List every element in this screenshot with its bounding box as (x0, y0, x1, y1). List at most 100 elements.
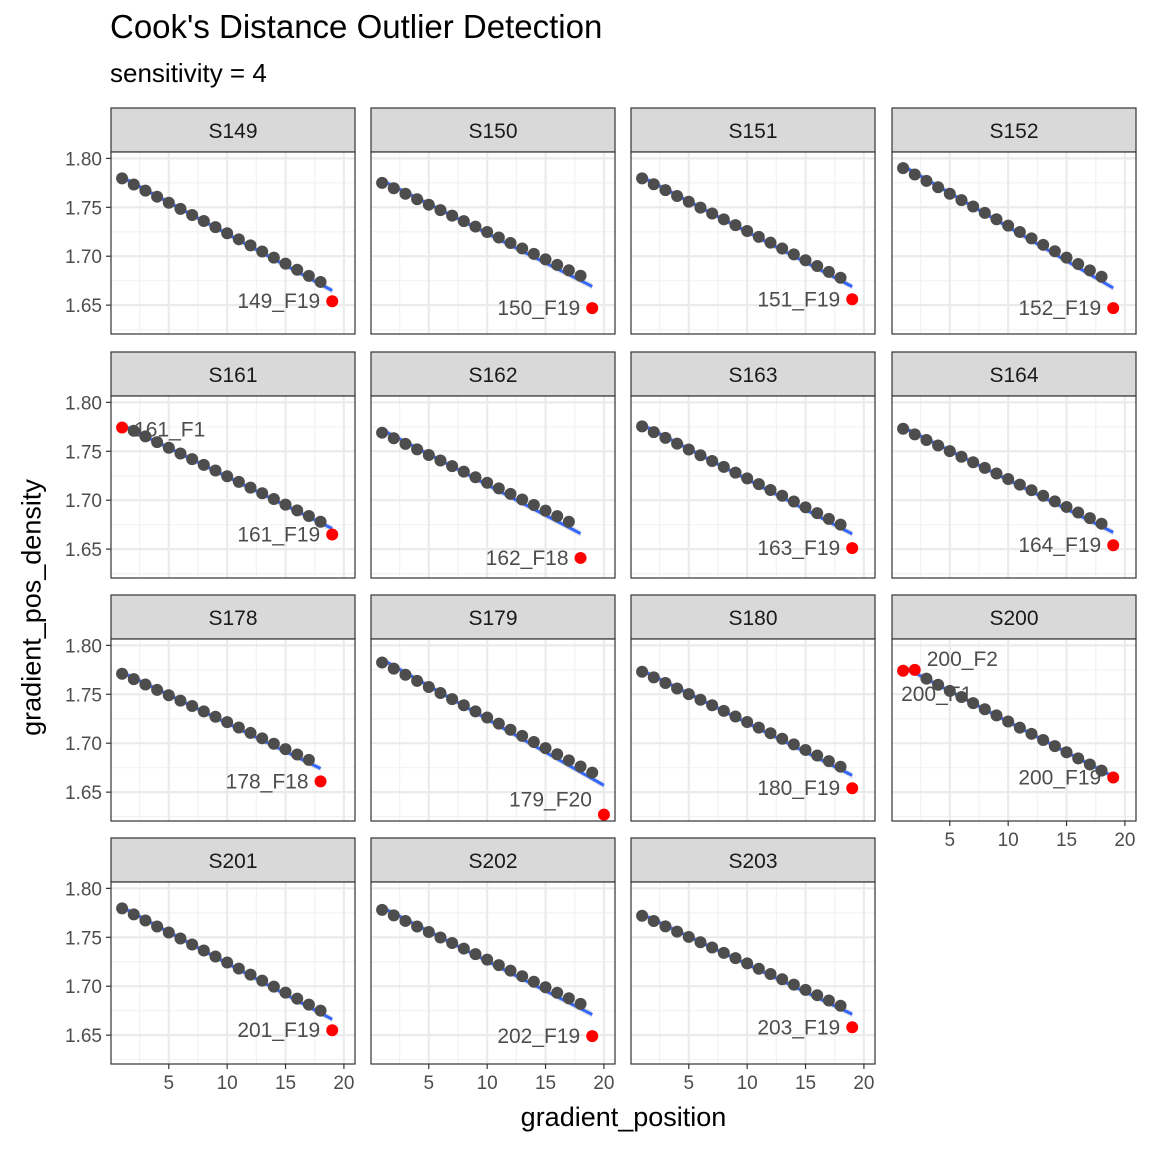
data-point (302, 753, 315, 766)
outlier-label: 151_F19 (757, 288, 840, 311)
panel-border (110, 151, 356, 335)
data-point (291, 992, 304, 1005)
outlier-label: 203_F19 (757, 1016, 840, 1039)
data-point (291, 504, 304, 517)
data-point (174, 694, 187, 707)
data-point (127, 178, 140, 191)
data-point (799, 254, 812, 267)
data-point (943, 684, 956, 697)
data-point (799, 743, 812, 756)
data-point (469, 471, 482, 484)
data-point (399, 914, 412, 927)
data-point (787, 495, 800, 508)
facet-strip (630, 107, 876, 153)
data-point (232, 962, 245, 975)
data-point (920, 672, 933, 685)
outlier-label: 161_F19 (237, 523, 320, 546)
outlier-label: 164_F19 (1018, 534, 1101, 557)
data-point (776, 973, 789, 986)
data-point (799, 983, 812, 996)
data-point (694, 201, 707, 214)
data-point (291, 263, 304, 276)
data-point (279, 498, 292, 511)
outlier-point (846, 1021, 859, 1034)
panel-border (630, 881, 876, 1065)
data-point (967, 200, 980, 213)
data-point (717, 946, 730, 959)
data-point (682, 688, 695, 701)
data-point (562, 992, 575, 1005)
facet-panel-S162: S162 162_F18 (370, 351, 616, 579)
data-point (399, 437, 412, 450)
data-point (376, 426, 389, 439)
data-point (291, 748, 304, 761)
data-point (932, 181, 945, 194)
data-point (741, 957, 754, 970)
data-point (267, 980, 280, 993)
data-point (659, 676, 672, 689)
data-point (492, 231, 505, 244)
x-tick-label: 20 (593, 1073, 614, 1094)
data-point (932, 678, 945, 691)
data-point (457, 942, 470, 955)
x-tick-label: 5 (164, 1073, 175, 1094)
outlier-point (1107, 771, 1120, 784)
data-point (764, 483, 777, 496)
data-point (752, 721, 765, 734)
data-point (446, 209, 459, 222)
data-point (717, 460, 730, 473)
x-tick-label: 20 (333, 1073, 354, 1094)
panel-border (370, 881, 616, 1065)
data-point (682, 443, 695, 456)
data-point (376, 176, 389, 189)
data-point (221, 956, 234, 969)
data-point (267, 492, 280, 505)
facet-strip (891, 107, 1137, 153)
data-point (209, 221, 222, 234)
data-point (717, 213, 730, 226)
outlier-label: 200_F2 (927, 648, 998, 671)
data-point (1048, 740, 1061, 753)
data-point (636, 420, 649, 433)
data-point (1072, 257, 1085, 270)
facet-strip-label: S179 (468, 607, 517, 630)
data-point (244, 726, 257, 739)
data-point (527, 975, 540, 988)
data-point (636, 172, 649, 185)
data-point (411, 920, 424, 933)
data-point (411, 193, 424, 206)
data-point (256, 245, 269, 258)
y-tick-label: 1.65 (65, 540, 102, 561)
data-point (741, 472, 754, 485)
data-point (314, 275, 327, 288)
data-point (411, 674, 424, 687)
data-point (162, 926, 175, 939)
data-point (232, 475, 245, 488)
data-point (694, 449, 707, 462)
data-point (1083, 512, 1096, 525)
data-point (551, 986, 564, 999)
outlier-point (846, 542, 859, 555)
facet-strip (891, 594, 1137, 640)
data-point (920, 433, 933, 446)
data-point (811, 507, 824, 520)
data-point (151, 920, 164, 933)
data-point (162, 196, 175, 209)
data-point (434, 931, 447, 944)
data-point (729, 219, 742, 232)
data-point (990, 709, 1003, 722)
x-tick-label: 5 (945, 830, 956, 851)
facet-strip (110, 351, 356, 397)
facet-strip-label: S180 (728, 607, 777, 630)
panel-border (891, 638, 1137, 822)
data-point (834, 271, 847, 284)
data-point (787, 978, 800, 991)
facet-strip-label: S201 (208, 850, 257, 873)
y-tick-label: 1.80 (65, 879, 102, 900)
data-point (729, 466, 742, 479)
data-point (1037, 733, 1050, 746)
data-point (776, 489, 789, 502)
data-point (446, 460, 459, 473)
data-point (174, 447, 187, 460)
facet-panel-S178: S178 178_F18 1.65 1.70 1.75 1.80 (65, 594, 356, 822)
